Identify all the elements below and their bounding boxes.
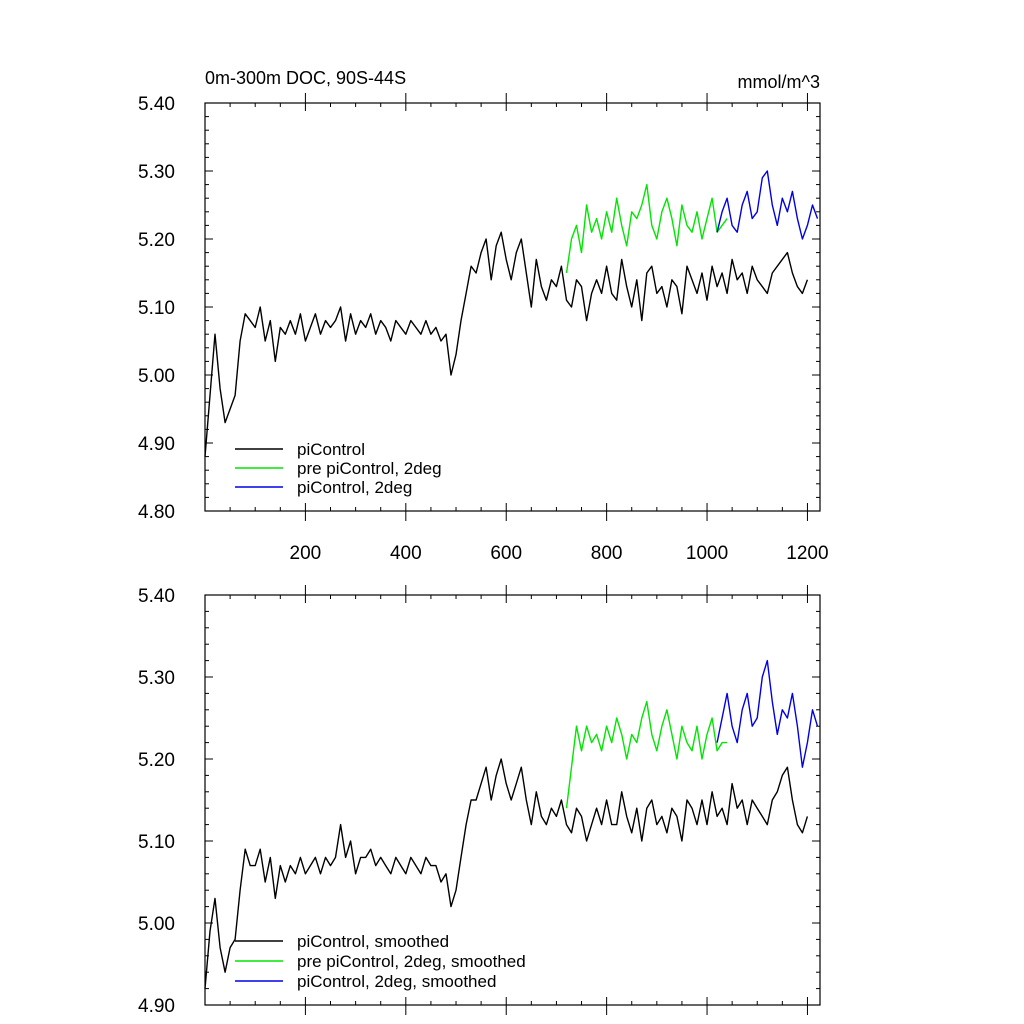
y-tick-label: 4.90 (138, 434, 175, 455)
series-line-picontrol-2deg (716, 170, 819, 240)
series-line-pre-picontrol-2deg-smoothed (565, 700, 728, 809)
y-tick-label: 5.20 (138, 230, 175, 251)
y-tick-label: 5.20 (138, 750, 175, 771)
y-tick-label: 5.10 (138, 832, 175, 853)
y-tick-label: 4.90 (138, 996, 175, 1017)
x-tick-label: 600 (490, 543, 522, 564)
y-tick-label: 5.40 (138, 586, 175, 607)
x-tick-label: 200 (290, 543, 322, 564)
x-tick-label: 1200 (786, 543, 828, 564)
y-tick-label: 5.10 (138, 298, 175, 319)
y-tick-label: 5.30 (138, 162, 175, 183)
series-line-pre-picontrol-2deg (565, 183, 728, 274)
legend-label: pre piControl, 2deg, smoothed (297, 952, 526, 971)
y-tick-label: 5.30 (138, 668, 175, 689)
y-tick-label: 5.00 (138, 914, 175, 935)
legend-label: piControl, smoothed (297, 932, 449, 951)
legend-label: piControl (297, 440, 365, 459)
series-line-picontrol (204, 231, 809, 457)
x-tick-label: 800 (591, 543, 623, 564)
chart-title: 0m-300m DOC, 90S-44S (205, 68, 406, 88)
x-tick-label: 400 (390, 543, 422, 564)
raw-panel: 4.80 4.90 5.00 5.10 5.20 5.30 5.40 200 400 600 800… (138, 93, 829, 564)
units-label: mmol/m^3 (738, 72, 820, 92)
x-tick-label: 1000 (686, 543, 728, 564)
y-tick-label: 4.80 (138, 502, 175, 523)
legend-label: pre piControl, 2deg (297, 459, 442, 478)
smoothed-panel: 4.90 5.00 5.10 5.20 5.30 5.40 piControl, smoot… (138, 585, 821, 1017)
series-line-picontrol-smoothed (204, 758, 809, 989)
legend-label: piControl, 2deg, smoothed (297, 972, 496, 991)
legend-label: piControl, 2deg (297, 478, 412, 497)
y-tick-label: 5.00 (138, 366, 175, 387)
plot-frame (204, 594, 821, 1006)
series-line-picontrol-2deg-smoothed (716, 659, 819, 768)
y-tick-label: 5.40 (138, 94, 175, 115)
